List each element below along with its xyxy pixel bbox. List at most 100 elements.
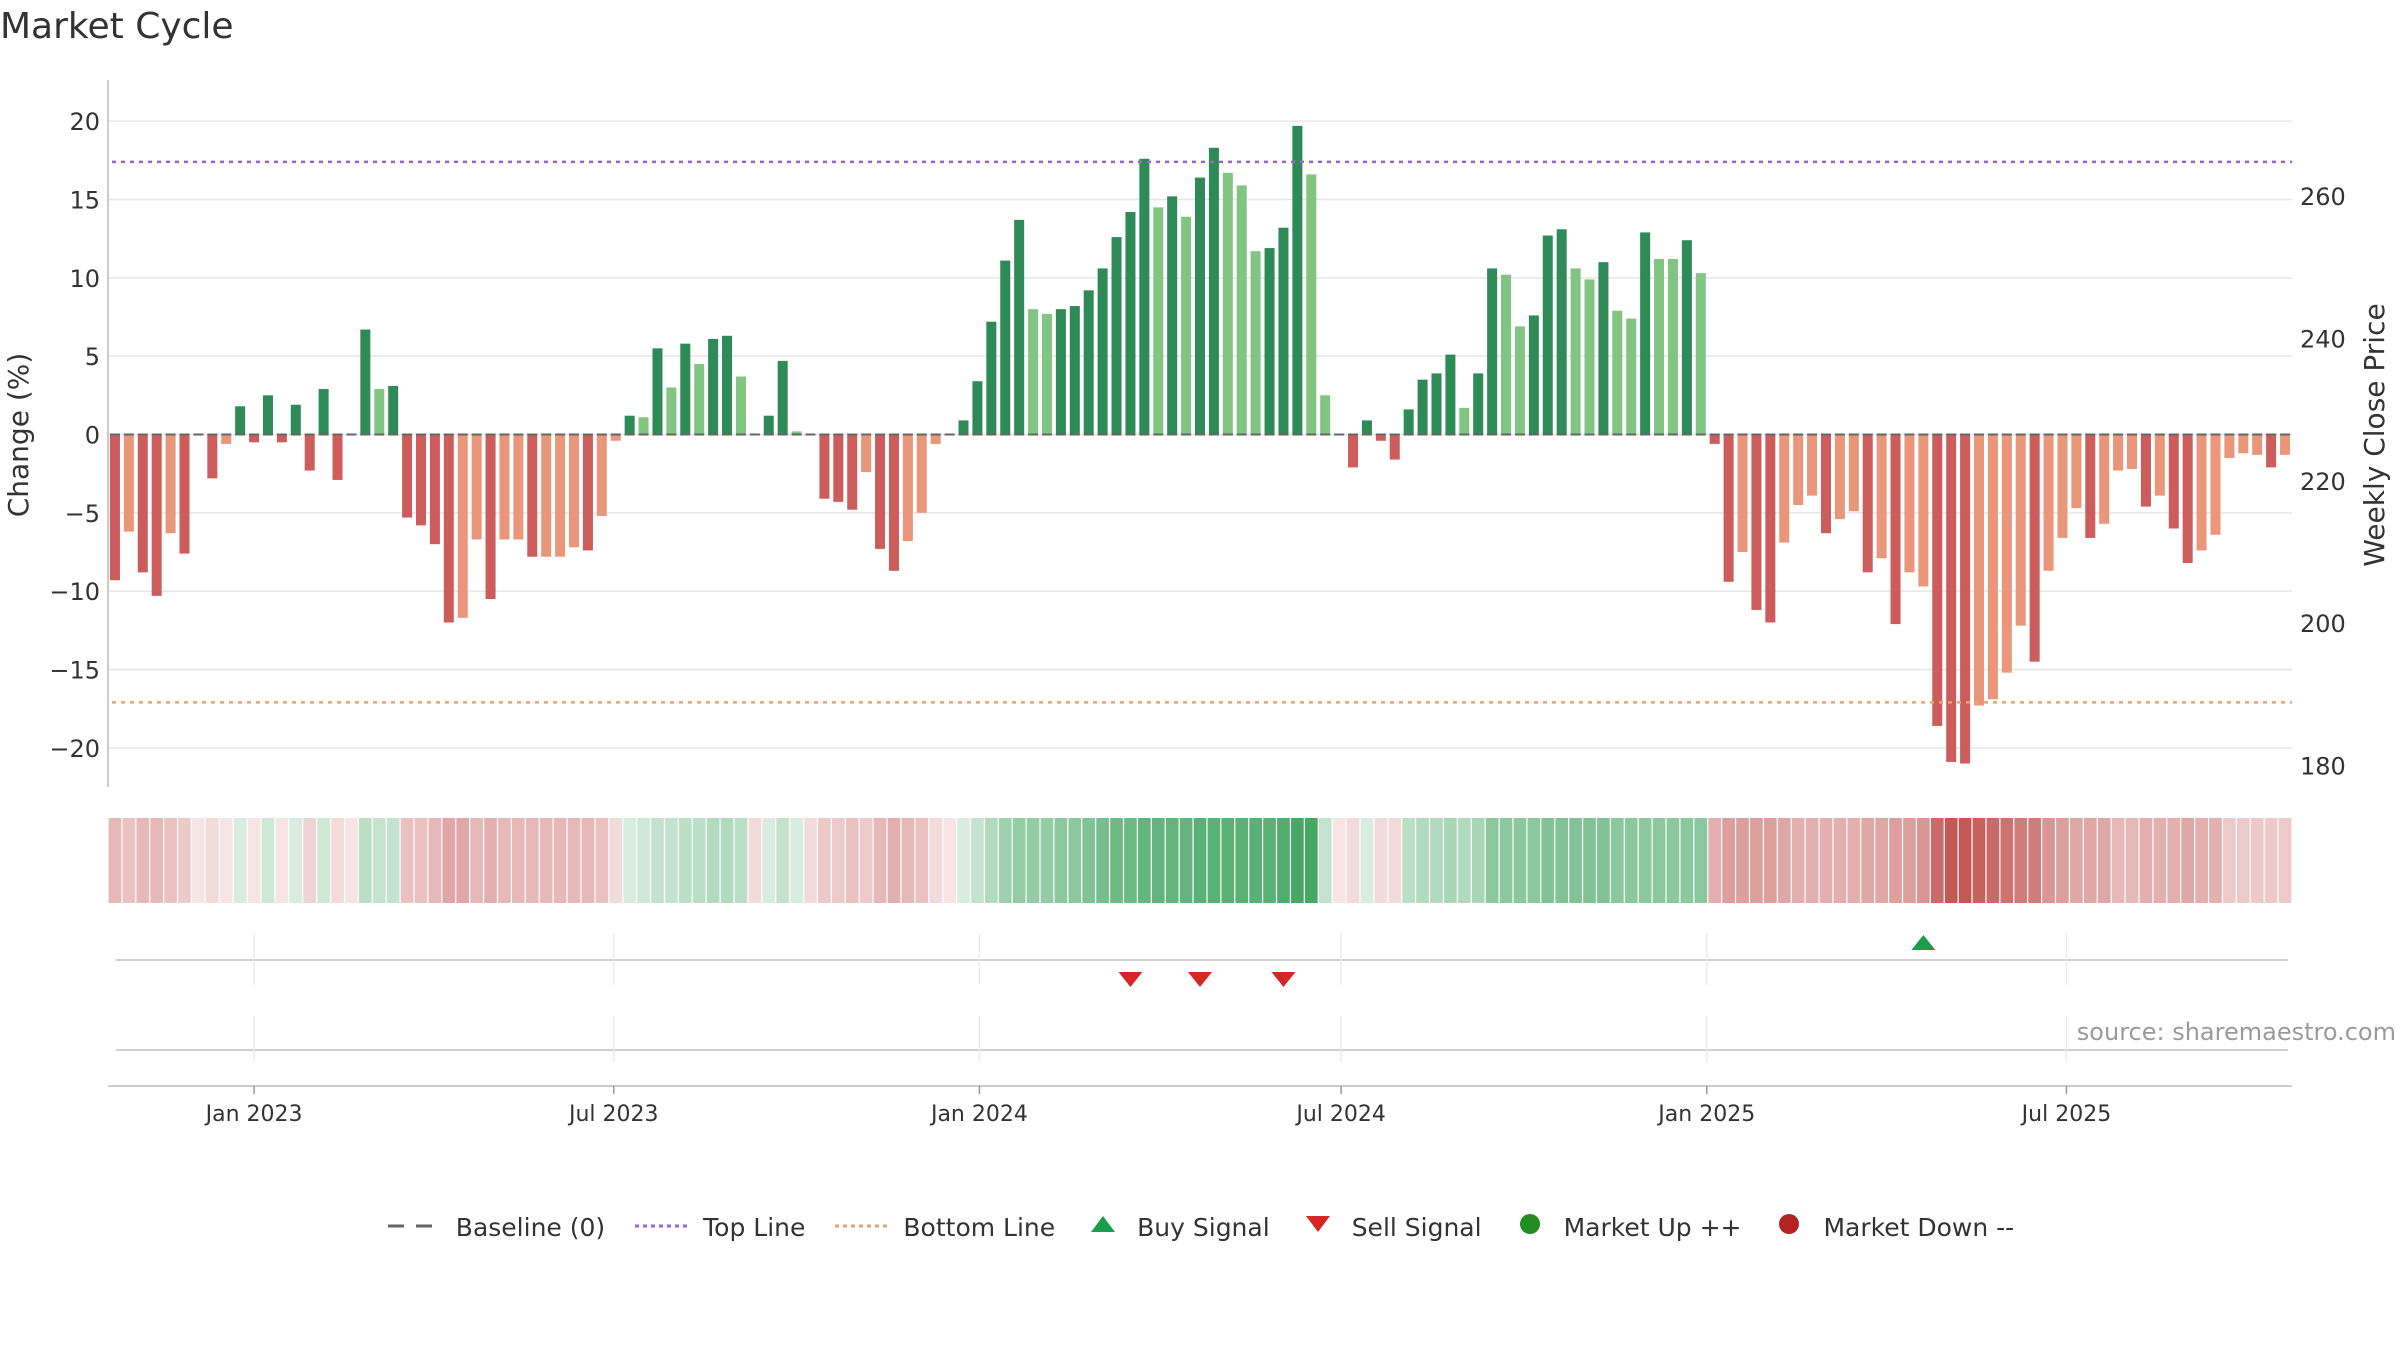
heat-band-cell	[706, 818, 720, 903]
bar	[1640, 232, 1651, 435]
heat-band-cell	[1124, 818, 1137, 903]
y-tick-label: 10	[69, 265, 100, 293]
bar	[541, 434, 552, 557]
heat-band-cell	[1694, 818, 1708, 903]
bar	[1501, 274, 1512, 435]
bar	[1918, 434, 1929, 587]
bar	[1904, 434, 1915, 573]
bar	[1793, 434, 1804, 505]
heat-band-cell	[831, 818, 845, 903]
heat-band-cell	[108, 818, 122, 903]
bar	[1973, 434, 1985, 706]
heat-band-cell	[804, 818, 817, 903]
heat-band-cell	[1917, 818, 1930, 903]
heat-band-cell	[1430, 818, 1443, 903]
legend-label: Market Down --	[1823, 1212, 2015, 1242]
bar	[2182, 434, 2193, 563]
bar	[1862, 434, 1873, 573]
bar	[1570, 268, 1581, 435]
x-tick-label: Jul 2024	[1294, 1102, 1386, 1127]
heat-band-cell	[957, 818, 970, 903]
heat-band-cell	[845, 818, 859, 903]
heat-band-cell	[790, 818, 803, 903]
heat-band-cell	[637, 818, 650, 903]
heat-band-cell	[1889, 818, 1902, 903]
heat-band-cell	[331, 818, 344, 903]
bar	[1654, 259, 1665, 435]
bar	[1153, 207, 1164, 435]
heat-band-cell	[1499, 818, 1513, 903]
heat-band-cell	[150, 818, 164, 903]
bar	[1779, 434, 1790, 543]
bar	[875, 434, 886, 549]
bar	[763, 415, 774, 435]
bar	[1626, 318, 1637, 435]
heat-band-cell	[720, 818, 734, 903]
heat-band-cell	[1819, 818, 1833, 903]
heat-band-cell	[1471, 818, 1485, 903]
heat-band-cell	[1597, 818, 1610, 903]
bar	[151, 434, 162, 596]
heat-band-cell	[275, 818, 289, 903]
heat-band-cell	[1096, 818, 1109, 903]
bar	[1542, 235, 1553, 435]
heat-band-cell	[692, 818, 706, 903]
bar	[1612, 310, 1623, 435]
bar	[179, 434, 190, 554]
heat-band-cell	[1457, 818, 1471, 903]
bar	[2057, 434, 2068, 538]
bar	[332, 434, 343, 480]
bar	[722, 335, 733, 435]
bar	[1306, 174, 1317, 435]
heat-band-cell	[1179, 818, 1193, 903]
bar	[2015, 434, 2026, 626]
bar	[1208, 147, 1219, 435]
legend-item: Buy Signal	[1083, 1212, 1270, 1242]
heat-band-cell	[567, 818, 581, 903]
heat-band-cell	[651, 818, 664, 903]
heat-band-cell	[581, 818, 595, 903]
heat-band-cell	[1930, 818, 1944, 903]
bar	[1459, 407, 1470, 435]
bar	[137, 434, 148, 573]
heat-band-cell	[303, 818, 317, 903]
circle-red-icon	[1769, 1212, 1809, 1242]
heat-band-cell	[762, 818, 776, 903]
bar	[262, 395, 273, 435]
axes-layer: 20 15 10 5 0 −5 −10 −15 −20 260 240 220 200 180	[49, 80, 2346, 787]
bar	[207, 434, 218, 479]
heat-band-cell	[2167, 818, 2181, 903]
axis-labels-layer: Change (%) Weekly Close Price	[2, 303, 2391, 566]
heat-band-cell	[1708, 818, 1722, 903]
bar	[1709, 434, 1720, 444]
heat-band-cell	[261, 818, 275, 903]
bar	[624, 415, 635, 435]
heat-band-cell	[859, 818, 873, 903]
heat-band-cell	[678, 818, 692, 903]
sell-signal-marker	[1271, 972, 1296, 987]
heat-band-cell	[623, 818, 637, 903]
heat-band-cell	[595, 818, 609, 903]
heat-band-cell	[1068, 818, 1082, 903]
bar	[2071, 434, 2082, 509]
bar	[1960, 434, 1971, 764]
bar	[972, 381, 983, 435]
heat-band-cell	[219, 818, 233, 903]
heat-band-cell	[1444, 818, 1457, 903]
heat-band-cell	[1861, 818, 1875, 903]
bar	[1320, 395, 1331, 435]
bar	[1584, 279, 1595, 435]
legend-item: Market Down --	[1769, 1212, 2014, 1242]
bar	[1751, 434, 1762, 610]
legend-item: Market Up ++	[1510, 1212, 1741, 1242]
y-axis-title: Change (%)	[2, 353, 35, 518]
bar	[2210, 434, 2221, 535]
bar	[1807, 434, 1818, 496]
heat-band-cell	[1791, 818, 1805, 903]
heat-band-cell	[734, 818, 748, 903]
circle-green-icon	[1510, 1212, 1550, 1242]
y2-tick-label: 180	[2300, 753, 2346, 781]
heat-band-cell	[1374, 818, 1388, 903]
bar	[861, 434, 872, 473]
bars-layer	[109, 125, 2291, 764]
